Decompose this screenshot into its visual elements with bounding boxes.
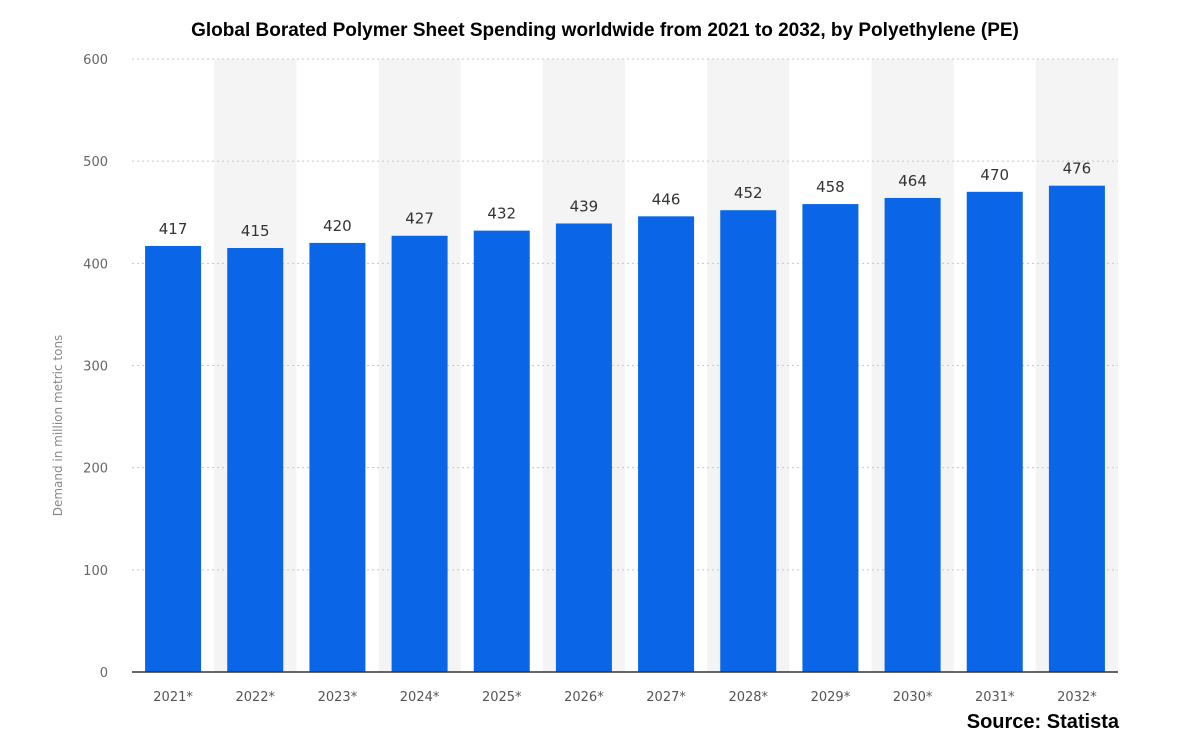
bar (720, 210, 777, 672)
bar (966, 191, 1023, 673)
x-tick-label: 2027* (646, 690, 686, 705)
x-tick-label: 2032* (1057, 690, 1097, 705)
x-tick-label: 2025* (482, 690, 522, 705)
x-tick-label: 2024* (400, 690, 440, 705)
data-label: 452 (734, 184, 763, 202)
data-label: 446 (652, 190, 681, 208)
bar (638, 216, 695, 672)
bar (473, 230, 530, 672)
y-tick-label: 600 (83, 53, 108, 68)
data-label: 432 (487, 205, 516, 223)
data-label: 476 (1063, 160, 1092, 178)
x-tick-label: 2030* (893, 690, 933, 705)
data-label: 420 (323, 217, 352, 235)
x-tick-label: 2026* (564, 690, 604, 705)
bar (309, 242, 366, 672)
y-tick-label: 200 (83, 462, 108, 477)
bar (1048, 185, 1105, 673)
bar (884, 197, 941, 673)
bar (227, 248, 284, 672)
source-note: Source: Statista (966, 711, 1119, 733)
y-tick-label: 300 (83, 360, 108, 375)
x-tick-label: 2029* (811, 690, 851, 705)
x-tick-label: 2028* (728, 690, 768, 705)
gridlines (132, 58, 1118, 571)
y-axis-title: Demand in million metric tons (51, 335, 65, 517)
data-label: 464 (898, 172, 927, 190)
bar (555, 223, 612, 672)
data-label: 415 (241, 222, 270, 240)
y-tick-label: 400 (83, 257, 108, 272)
y-axis-ticks: 0 100 200 300 400 500 600 (83, 53, 108, 681)
data-label: 439 (570, 197, 599, 215)
x-tick-label: 2022* (235, 690, 275, 705)
chart-title: Global Borated Polymer Sheet Spending wo… (191, 20, 1019, 41)
x-tick-label: 2023* (318, 690, 358, 705)
x-tick-label: 2021* (153, 690, 193, 705)
bar (802, 204, 859, 672)
data-label: 458 (816, 178, 845, 196)
x-axis-labels: 2021* 2022* 2023* 2024* 2025* 2026* 2027* 2028*… (153, 690, 1097, 705)
bars (145, 185, 1105, 673)
data-label: 470 (980, 166, 1009, 184)
data-labels: 417 415 420 427 432 439 446 452 458 464 470 476 (159, 160, 1091, 240)
y-tick-label: 500 (83, 155, 108, 170)
y-tick-label: 100 (83, 564, 108, 579)
bar (391, 235, 448, 672)
y-tick-label: 0 (100, 666, 108, 681)
bar (145, 245, 202, 672)
x-tick-label: 2031* (975, 690, 1015, 705)
data-label: 427 (405, 210, 434, 228)
data-label: 417 (159, 220, 188, 238)
